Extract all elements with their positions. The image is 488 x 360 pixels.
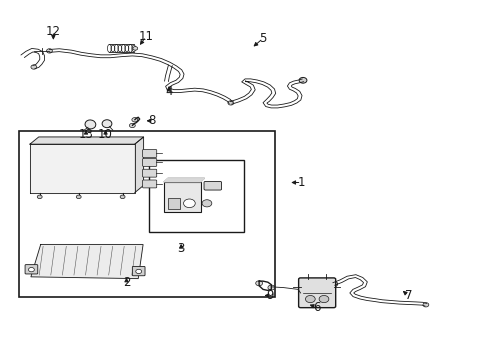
Ellipse shape [120, 195, 125, 199]
FancyBboxPatch shape [142, 180, 157, 188]
Circle shape [305, 296, 315, 303]
FancyBboxPatch shape [203, 181, 221, 190]
Circle shape [299, 77, 306, 83]
FancyBboxPatch shape [298, 278, 335, 308]
Text: 5: 5 [259, 32, 266, 45]
Bar [167, 198, 180, 209]
Polygon shape [135, 137, 143, 193]
FancyBboxPatch shape [142, 149, 157, 157]
FancyBboxPatch shape [25, 265, 38, 274]
Polygon shape [31, 244, 143, 279]
Circle shape [28, 267, 34, 272]
Circle shape [46, 49, 52, 53]
Circle shape [183, 199, 195, 208]
Text: 13: 13 [79, 127, 93, 141]
Bar [163, 182, 200, 212]
Polygon shape [30, 144, 135, 193]
Circle shape [202, 200, 211, 207]
FancyBboxPatch shape [142, 158, 157, 166]
Text: 10: 10 [98, 127, 113, 141]
Text: 4: 4 [165, 85, 172, 98]
Text: 11: 11 [138, 30, 153, 43]
Circle shape [133, 46, 138, 50]
Circle shape [422, 303, 428, 307]
Ellipse shape [76, 195, 81, 199]
Ellipse shape [85, 120, 96, 129]
Polygon shape [30, 137, 143, 144]
Text: 9: 9 [266, 289, 274, 302]
Circle shape [129, 123, 135, 128]
Ellipse shape [37, 195, 42, 199]
Ellipse shape [102, 120, 112, 128]
Text: 12: 12 [46, 25, 61, 38]
Text: 8: 8 [148, 114, 155, 127]
Circle shape [227, 101, 233, 105]
Circle shape [31, 65, 37, 69]
Text: 2: 2 [122, 276, 130, 289]
FancyBboxPatch shape [142, 169, 157, 177]
Circle shape [319, 296, 328, 303]
Circle shape [132, 118, 138, 122]
Bar [19, 131, 275, 297]
Circle shape [136, 269, 142, 274]
Circle shape [267, 285, 274, 290]
FancyBboxPatch shape [132, 266, 145, 276]
Bar [149, 160, 244, 232]
Text: 7: 7 [404, 289, 411, 302]
Text: 3: 3 [177, 242, 184, 255]
Polygon shape [163, 178, 204, 182]
Circle shape [329, 281, 337, 287]
Text: 1: 1 [297, 176, 305, 189]
Circle shape [255, 281, 262, 286]
Text: 6: 6 [312, 301, 320, 314]
